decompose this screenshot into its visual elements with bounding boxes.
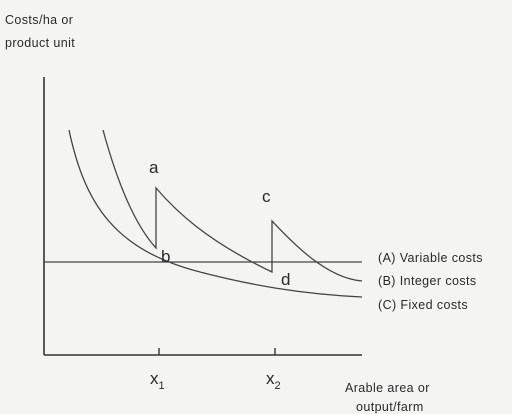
legend-variable-costs: (A) Variable costs [378, 251, 483, 265]
point-label-b: b [161, 247, 170, 266]
y-axis-label: Costs/ha or product unit [5, 13, 77, 50]
x-tick-2-label: x2 [266, 369, 281, 392]
x-tick-1-subscript: 1 [159, 380, 165, 392]
legend-integer-costs: (B) Integer costs [378, 274, 477, 288]
x-axis-label-line-1: Arable area or [345, 381, 430, 395]
point-label-d: d [281, 270, 290, 289]
series-integer-costs-curve [102, 129, 363, 282]
x-tick-1-symbol: x [150, 369, 159, 388]
x-axis-label-line-2: output/farm [356, 400, 424, 414]
x-tick-2-symbol: x [266, 369, 275, 388]
y-axis-label-line-2: product unit [5, 36, 75, 50]
point-label-a: a [149, 158, 159, 177]
x-tick-2-subscript: 2 [275, 380, 281, 392]
y-axis-label-line-1: Costs/ha or [5, 13, 73, 27]
x-tick-1-label: x1 [150, 369, 165, 392]
point-label-c: c [262, 187, 271, 206]
series-fixed-costs-curve [68, 129, 363, 298]
legend-fixed-costs: (C) Fixed costs [378, 298, 468, 312]
